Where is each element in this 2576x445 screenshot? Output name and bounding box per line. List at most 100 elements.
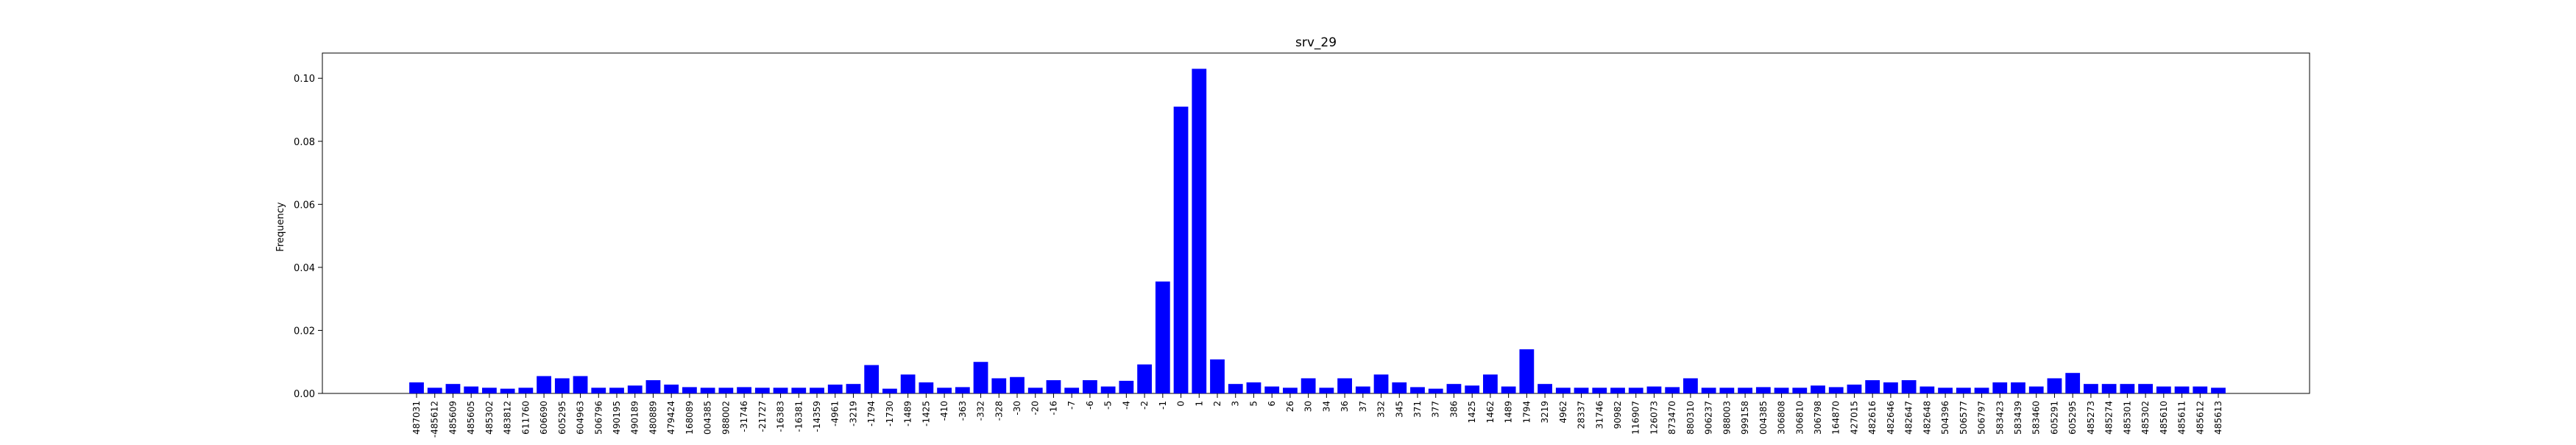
x-tick-label: 485611 [2177, 401, 2187, 435]
x-tick-label: 485609 [447, 401, 458, 435]
x-tick-label: 31746 [1594, 401, 1604, 429]
bar [810, 388, 824, 393]
x-tick-label: 605295 [2067, 401, 2078, 435]
bar [1646, 386, 1662, 393]
x-tick-label: 1425 [1467, 401, 1477, 424]
x-tick-label: 988003 [1722, 401, 1732, 435]
bar [1883, 382, 1898, 393]
bar [2101, 384, 2117, 393]
x-tick-label: 332 [1376, 401, 1387, 418]
x-tick-label: 485613 [2213, 401, 2223, 435]
bar [1319, 388, 1334, 393]
bar [1083, 380, 1097, 393]
bar [573, 376, 588, 393]
bar [2193, 386, 2208, 393]
x-tick-label: -16383 [776, 401, 786, 432]
bar [1046, 380, 1061, 393]
x-tick-label: 377 [1431, 401, 1441, 418]
bar [1119, 380, 1134, 393]
x-tick-label: 487031 [411, 401, 422, 435]
bar [1592, 388, 1607, 393]
x-tick-label: -31746 [739, 401, 749, 432]
bar [973, 362, 988, 393]
x-tick-label: 3219 [1540, 401, 1550, 424]
x-tick-label: -1794 [866, 401, 877, 427]
x-tick-label: 168089 [684, 401, 695, 435]
x-tick-label: 1794 [1521, 401, 1532, 424]
bar [554, 378, 570, 393]
bar [2156, 386, 2171, 393]
x-tick-label: 873470 [1667, 401, 1677, 435]
x-tick-label: 583423 [1995, 401, 2005, 435]
x-tick-label: 485302 [2140, 401, 2151, 435]
bar [1264, 386, 1280, 393]
x-tick-label: 504396 [1940, 401, 1950, 435]
x-tick-label: -5 [1103, 401, 1114, 410]
bars-layer [409, 69, 2226, 393]
x-tick-label: 5 [1248, 401, 1259, 407]
x-tick-label: -4 [1121, 401, 1131, 410]
bar [1337, 378, 1352, 393]
bar [1738, 388, 1752, 393]
bar [445, 384, 461, 393]
x-tick-label: 988002 [721, 401, 731, 435]
x-tick-label: 30 [1303, 401, 1314, 412]
y-tick-label: 0.00 [294, 389, 315, 400]
x-tick-label: -21727 [757, 401, 768, 432]
x-tick-label: -4961 [830, 401, 841, 427]
x-tick-label: -14359 [812, 401, 822, 432]
x-tick-label: 485274 [2104, 401, 2115, 435]
x-tick-label: 485610 [2159, 401, 2169, 435]
bar [1155, 281, 1170, 393]
bar [409, 382, 424, 393]
bar [700, 388, 715, 393]
bar [1628, 388, 1643, 393]
bar [2028, 386, 2044, 393]
bar [609, 388, 624, 393]
bar [900, 374, 916, 393]
bar [2011, 382, 2025, 393]
x-tick-label: -363 [958, 401, 968, 421]
x-tick-label: 004385 [1758, 401, 1769, 435]
bar [682, 387, 697, 393]
x-tick-label: -16 [1048, 401, 1058, 416]
bar [1064, 388, 1080, 393]
bar [882, 388, 897, 393]
bar [1246, 382, 1262, 393]
bar [1665, 387, 1680, 393]
y-tick-label: 0.02 [294, 326, 315, 337]
bar [1774, 388, 1789, 393]
x-tick-label: 427015 [1849, 401, 1859, 435]
x-tick-label: 490189 [630, 401, 640, 435]
x-tick-label: 583439 [2013, 401, 2023, 435]
bar [1519, 349, 1535, 393]
x-tick-label: 371 [1412, 401, 1423, 418]
x-tick-label: 485273 [2086, 401, 2096, 435]
x-tick-label: -332 [976, 401, 986, 421]
bar [1392, 382, 1407, 393]
bar [1755, 387, 1771, 393]
x-tick-label: 880310 [1685, 401, 1696, 435]
bar [1956, 388, 1971, 393]
x-tick-label: 90982 [1613, 401, 1623, 429]
bar [627, 385, 643, 393]
bar [464, 386, 479, 393]
x-tick-label: -3219 [848, 401, 858, 427]
x-tick-label: 2 [1212, 401, 1222, 407]
y-axis: 0.00 0.02 0.04 0.06 0.08 0.10 [294, 74, 322, 400]
bar [1901, 380, 1917, 393]
x-tick-label: 1489 [1504, 401, 1514, 424]
bar [1100, 386, 1116, 393]
x-tick-label: 482647 [1904, 401, 1914, 435]
x-tick-label: -2 [1139, 401, 1150, 410]
x-tick-label: 306798 [1813, 401, 1823, 435]
x-tick-label: 4962 [1558, 401, 1568, 424]
bar [1719, 388, 1735, 393]
bar [645, 380, 661, 393]
bar [1610, 388, 1625, 393]
bar [518, 388, 534, 393]
bar [754, 388, 770, 393]
bar [1355, 386, 1370, 393]
x-tick-label: 506797 [1977, 401, 1987, 435]
bar [482, 388, 497, 393]
